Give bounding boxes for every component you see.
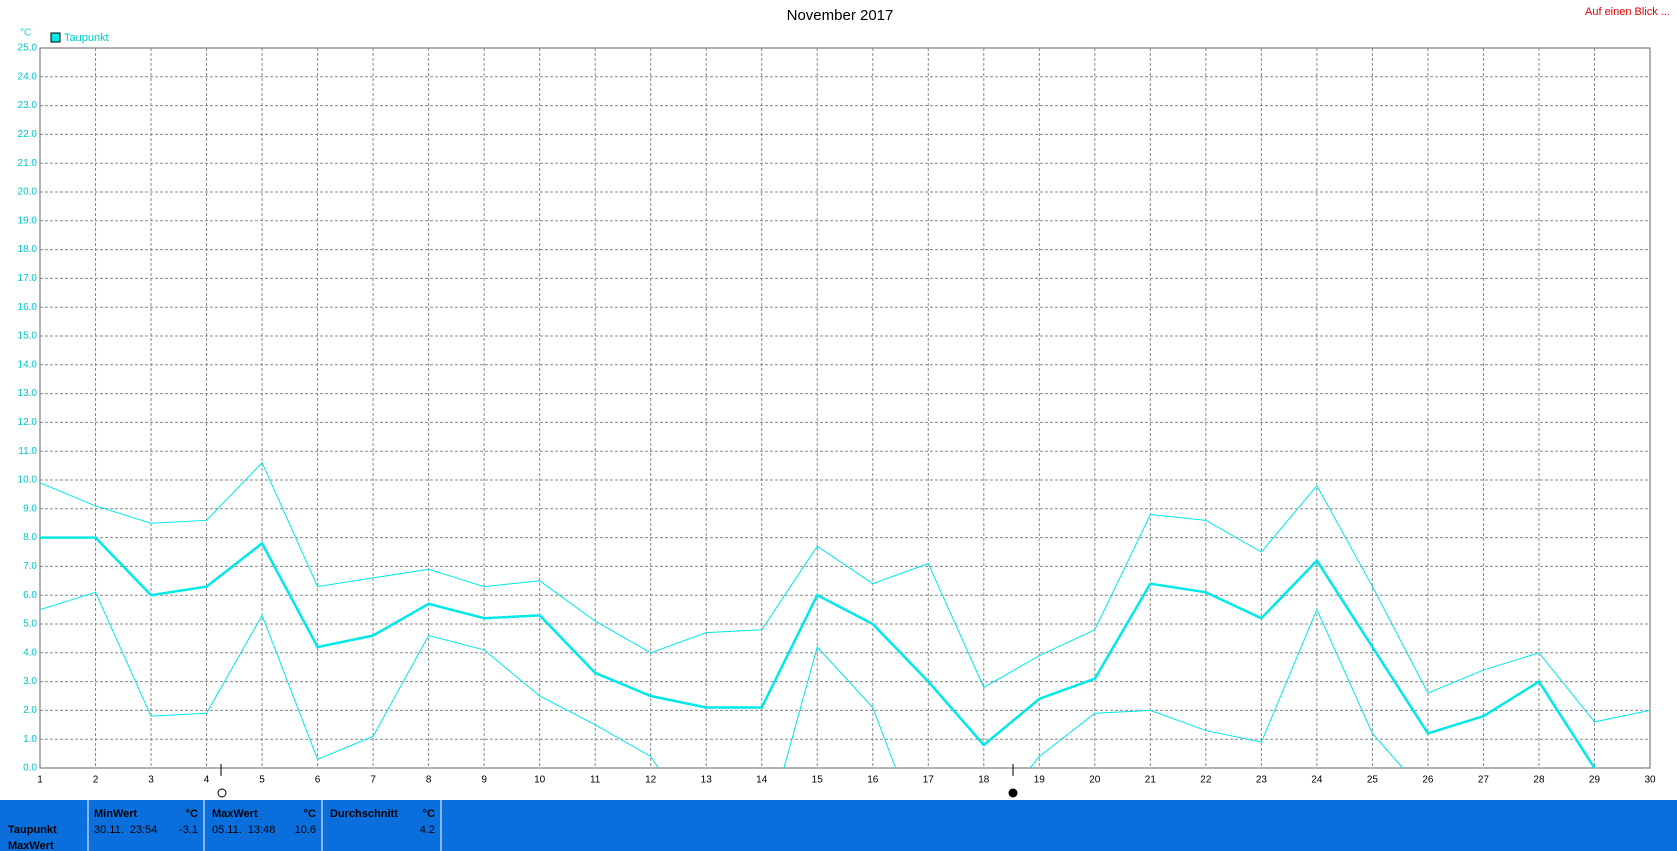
chart-title: November 2017 [787, 7, 894, 24]
max-time: 05.11. 13:48 [212, 824, 275, 836]
x-tick-label: 3 [148, 775, 154, 786]
x-tick-label: 25 [1367, 775, 1379, 786]
line-values [40, 536, 1598, 768]
y-tick-label: 4.0 [23, 647, 37, 658]
y-tick-label: 12.0 [18, 417, 38, 428]
max-header: MaxWert [212, 808, 258, 820]
y-tick-label: 2.0 [23, 705, 37, 716]
row-label: Taupunkt [8, 824, 57, 836]
x-tick-label: 11 [590, 775, 601, 786]
x-tick-label: 17 [923, 775, 935, 786]
x-tick-label: 16 [867, 775, 879, 786]
x-tick-label: 26 [1422, 775, 1434, 786]
avg-value: 4.2 [420, 824, 435, 836]
x-tick-label: 2 [93, 775, 99, 786]
y-tick-label: 7.0 [23, 561, 37, 572]
y-tick-label: 9.0 [23, 503, 37, 514]
y-tick-label: 18.0 [18, 244, 38, 255]
legend-swatch [50, 32, 61, 43]
y-unit: °C [20, 28, 31, 39]
y-tick-label: 24.0 [18, 71, 38, 82]
summary-panel [0, 800, 1677, 851]
x-tick-label: 9 [481, 775, 487, 786]
avg-unit: °C [423, 808, 435, 820]
x-tick-label: 18 [978, 775, 990, 786]
legend-label: Taupunkt [64, 32, 109, 44]
max-unit: °C [304, 808, 316, 820]
y-tick-label: 1.0 [23, 734, 37, 745]
min-header: MinWert [94, 808, 138, 820]
x-tick-label: 30 [1644, 775, 1656, 786]
y-tick-label: 0.0 [23, 763, 37, 774]
line-upper [40, 461, 1650, 723]
x-tick-label: 23 [1256, 775, 1268, 786]
x-tick-label: 8 [426, 775, 432, 786]
x-tick-label: 10 [534, 775, 546, 786]
min-value: -3.1 [179, 824, 198, 836]
x-tick-label: 19 [1034, 775, 1046, 786]
moon-new [217, 764, 227, 798]
x-tick-label: 15 [812, 775, 824, 786]
y-tick-label: 17.0 [18, 273, 38, 284]
y-tick-label: 6.0 [23, 590, 37, 601]
x-tick-label: 14 [756, 775, 768, 786]
x-tick-label: 22 [1200, 775, 1212, 786]
x-tick-label: 4 [204, 775, 210, 786]
x-tick-label: 12 [645, 775, 657, 786]
y-tick-label: 14.0 [18, 359, 38, 370]
x-tick-label: 13 [701, 775, 713, 786]
y-tick-label: 5.0 [23, 619, 37, 630]
y-tick-label: 10.0 [18, 475, 38, 486]
summary-dividers [87, 800, 442, 851]
link[interactable]: Auf einen Blick ... [1585, 6, 1670, 18]
min-unit: °C [186, 808, 198, 820]
y-tick-label: 16.0 [18, 302, 38, 313]
moon-full [1008, 764, 1018, 798]
plot-lines [40, 461, 1650, 768]
y-tick-label: 21.0 [18, 158, 38, 169]
min-time: 30.11. 23:54 [94, 824, 157, 836]
x-tick-label: 29 [1589, 775, 1601, 786]
x-tick-label: 1 [37, 775, 43, 786]
y-tick-label: 3.0 [23, 676, 37, 687]
y-tick-label: 23.0 [18, 100, 38, 111]
x-tick-label: 7 [370, 775, 376, 786]
x-tick-label: 5 [259, 775, 265, 786]
y-tick-label: 19.0 [18, 215, 38, 226]
y-tick-label: 20.0 [18, 187, 38, 198]
y-tick-label: 8.0 [23, 532, 37, 543]
y-tick-label: 13.0 [18, 388, 38, 399]
plot-area [39, 47, 1651, 769]
x-tick-label: 20 [1089, 775, 1101, 786]
line-lower [40, 591, 1404, 768]
y-tick-label: 22.0 [18, 129, 38, 140]
row-label: MaxWert [8, 840, 54, 851]
avg-header: Durchschnitt [330, 808, 398, 820]
x-tick-label: 28 [1533, 775, 1545, 786]
y-tick-label: 15.0 [18, 331, 38, 342]
x-tick-label: 24 [1311, 775, 1323, 786]
y-tick-label: 11.0 [18, 446, 37, 457]
x-tick-label: 6 [315, 775, 321, 786]
max-value: 10.6 [295, 824, 316, 836]
y-tick-label: 25.0 [18, 43, 38, 54]
x-tick-label: 27 [1478, 775, 1490, 786]
x-tick-label: 21 [1145, 775, 1157, 786]
